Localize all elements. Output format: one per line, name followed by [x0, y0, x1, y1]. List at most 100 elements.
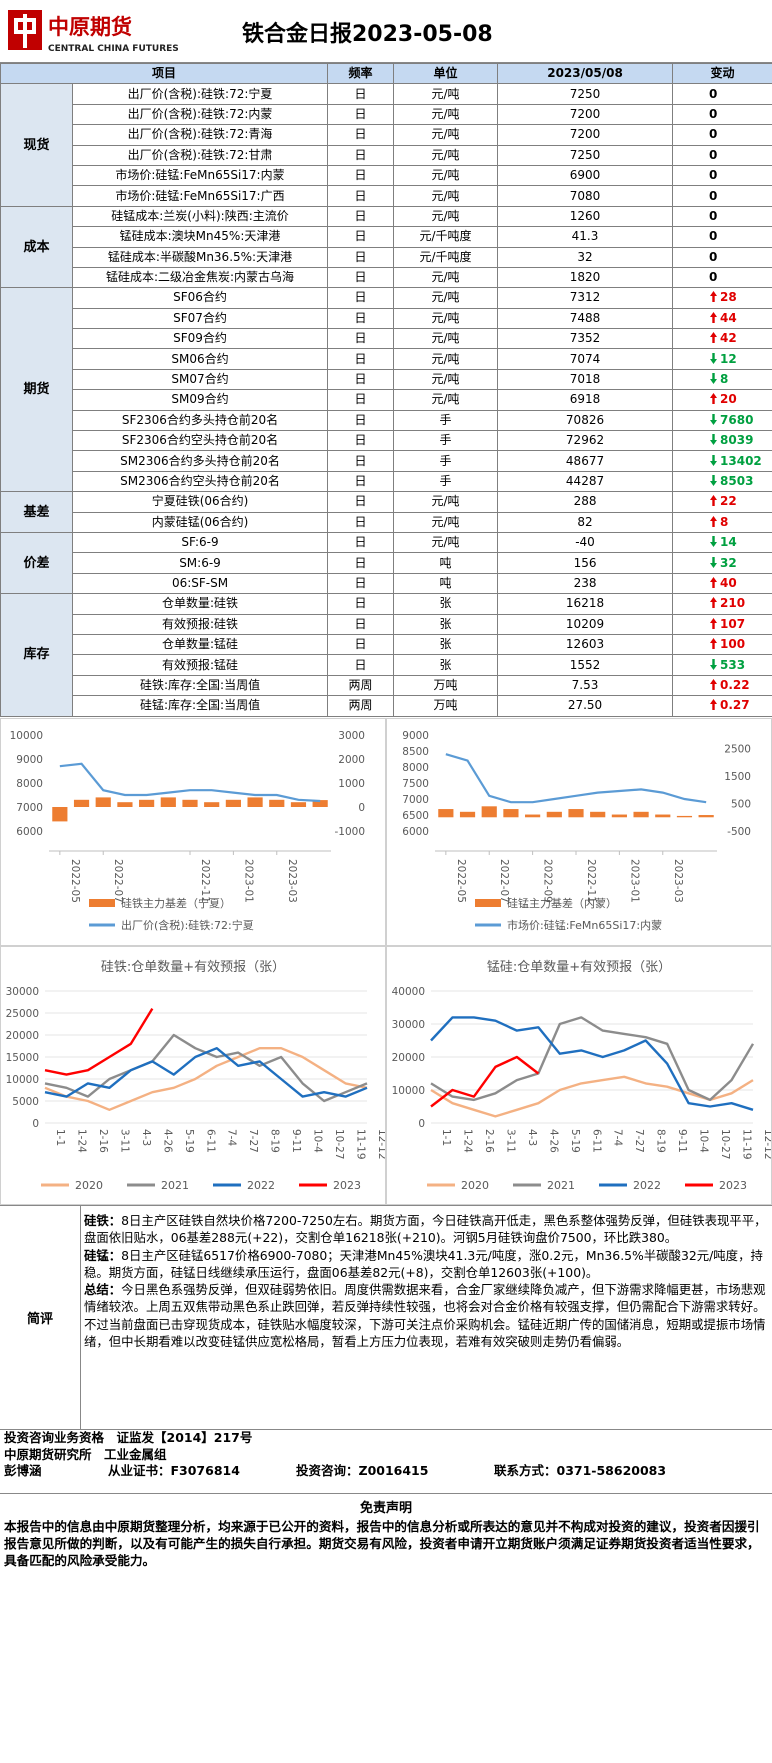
- cell-value: 27.50: [497, 695, 674, 717]
- cert: 从业证书：F3076814: [108, 1463, 240, 1478]
- bar: [95, 797, 111, 807]
- cell-unit: 万吨: [393, 695, 499, 717]
- x-tick-label: 12-12: [376, 1129, 385, 1160]
- bar: [312, 800, 328, 807]
- y-tick-label: 7000: [16, 802, 43, 814]
- line: [430, 1016, 755, 1102]
- cell-unit: 元/吨: [393, 368, 499, 391]
- x-tick-label: 2023-01: [628, 859, 640, 903]
- legend-label: 2021: [161, 1179, 189, 1192]
- group-label: 成本: [0, 205, 73, 289]
- change-value: 107: [720, 616, 746, 631]
- cell-value: 1820: [497, 266, 674, 289]
- y-tick-label: 10000: [10, 730, 43, 742]
- cell-change: 210: [672, 593, 772, 615]
- cell-change: 0: [672, 266, 772, 289]
- arrow-up: [710, 678, 718, 690]
- x-tick-label: 2022-05: [455, 859, 467, 903]
- arrow-down: [710, 536, 718, 548]
- cell-value: -40: [497, 531, 674, 554]
- cell-value: 82: [497, 511, 674, 533]
- cell-item: SM2306合约空头持仓前20名: [71, 470, 329, 493]
- cell-freq: 日: [327, 328, 395, 350]
- comment-label: 简评: [0, 1206, 81, 1429]
- cell-unit: 手: [393, 430, 499, 452]
- change-value: 0: [709, 270, 718, 285]
- change-value: 0: [709, 106, 718, 121]
- cell-change: 107: [672, 613, 772, 635]
- bar: [247, 797, 263, 807]
- cell-value: 7488: [497, 307, 674, 330]
- y-tick-label: 6500: [402, 810, 429, 822]
- y-tick-label: 20000: [6, 1030, 39, 1042]
- cell-change: 0: [672, 246, 772, 268]
- change-value: 44: [720, 310, 737, 325]
- cell-unit: 元/吨: [393, 307, 499, 330]
- change-value: 100: [720, 637, 746, 652]
- cell-change: 22: [672, 491, 772, 513]
- change-value: 8: [720, 514, 729, 529]
- bar: [481, 806, 497, 818]
- table-row: 有效预报:硅铁日张 10209 107: [1, 613, 772, 635]
- cell-value: 6918: [497, 389, 674, 411]
- cell-item: 06:SF-SM: [71, 572, 329, 595]
- cell-item: 市场价:硅锰:FeMn65Si17:内蒙: [71, 164, 329, 187]
- cell-value: 7250: [497, 83, 674, 105]
- y-tick-label: 8500: [402, 746, 429, 758]
- x-tick-label: 7-4: [612, 1129, 624, 1146]
- column-header: 项目: [0, 62, 329, 85]
- table-row: 仓单数量:锰硅日张 12603 100: [1, 633, 772, 656]
- footer-line: 中原期货研究所 工业金属组: [4, 1446, 167, 1462]
- x-tick-label: 2022-09: [542, 859, 554, 903]
- chart-panel: 6000 7000 8000 9000 10000 -1000 0 1000 2000 3000 2…: [0, 718, 386, 946]
- legend-swatch: [89, 899, 115, 907]
- cell-value: 41.3: [497, 226, 674, 248]
- x-tick-label: 11-19: [741, 1129, 753, 1160]
- cell-freq: 日: [327, 124, 395, 146]
- legend-label: 硅铁主力基差（宁夏）: [121, 896, 231, 910]
- cell-value: 12603: [497, 633, 674, 656]
- cell-change: 7680: [672, 409, 772, 432]
- bar: [73, 799, 90, 807]
- x-tick-label: 10-27: [719, 1129, 731, 1160]
- cell-value: 44287: [497, 470, 674, 493]
- cell-value: 156: [497, 552, 674, 574]
- chart: 硅铁:仓单数量+有效预报（张） 0 5000 10000 15000 20000 25000…: [6, 960, 388, 1192]
- table-row: SM09合约日元/吨 6918 20: [1, 389, 772, 411]
- change-value: 0: [709, 188, 718, 203]
- x-tick-label: 1-24: [461, 1129, 473, 1153]
- y-tick-label: 15000: [6, 1052, 39, 1064]
- cell-unit: 元/吨: [393, 328, 499, 350]
- cell-value: 238: [497, 572, 674, 595]
- y-tick-label: 9000: [402, 730, 429, 742]
- y-tick-label: 40000: [392, 986, 425, 998]
- y-tick-label: 10000: [392, 1085, 425, 1097]
- bar: [160, 797, 176, 807]
- cell-value: 16218: [497, 593, 674, 615]
- cell-unit: 元/吨: [393, 348, 499, 370]
- cell-freq: 日: [327, 389, 395, 411]
- bar: [204, 802, 220, 807]
- change-value: 8039: [720, 433, 754, 448]
- table-row: SM06合约日元/吨 7074 12: [1, 348, 772, 370]
- cell-change: 0: [672, 185, 772, 207]
- cell-value: 7250: [497, 144, 674, 166]
- x-tick-label: 1-24: [75, 1129, 87, 1153]
- table-row: SM2306合约空头持仓前20名日手 44287 8503: [1, 470, 772, 493]
- y-tick-label: 0: [418, 1118, 425, 1130]
- x-tick-label: 12-12: [762, 1129, 771, 1160]
- cell-freq: 日: [327, 368, 395, 391]
- bar: [525, 814, 541, 818]
- bar: [590, 811, 606, 818]
- cell-value: 1552: [497, 654, 674, 676]
- arrow-up: [710, 393, 718, 405]
- cell-change: 0: [672, 124, 772, 146]
- x-tick-label: 2-16: [483, 1129, 495, 1153]
- cell-freq: 日: [327, 491, 395, 513]
- table-row: 锰硅成本:二级冶金焦炭:内蒙古乌海日元/吨 1820 0: [1, 266, 772, 289]
- arrow-down: [710, 373, 718, 385]
- column-header: 变动: [672, 62, 772, 85]
- table-row: 出厂价(含税):硅铁:72:内蒙日元/吨 7200 0: [1, 103, 772, 126]
- cell-unit: 元/吨: [393, 164, 499, 187]
- comment-paragraph: 硅锰：8日主产区硅锰6517价格6900-7080；天津港Mn45%澳块41.3…: [84, 1247, 768, 1282]
